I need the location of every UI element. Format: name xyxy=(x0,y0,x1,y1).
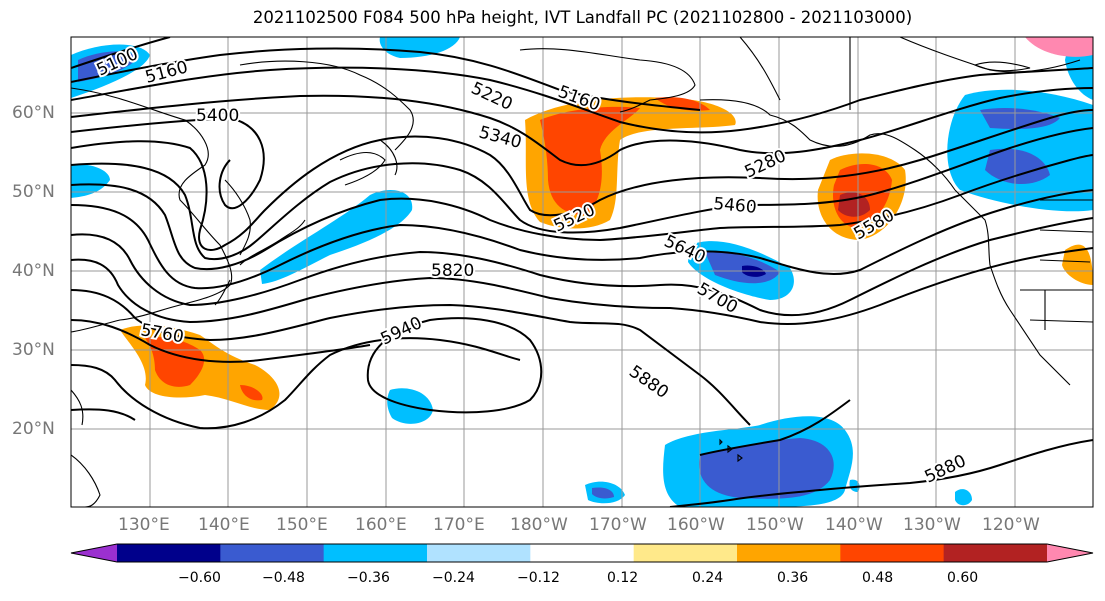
lat-label-30n: 30°N xyxy=(12,340,55,360)
lon-label: 170°W xyxy=(589,515,647,535)
colorbar-extend-max xyxy=(1047,544,1093,562)
colorbar-tick-label: 0.24 xyxy=(692,570,724,586)
lon-label: 130°E xyxy=(118,515,170,535)
colorbar xyxy=(70,543,1094,563)
colorbar-tick-label: 0.60 xyxy=(947,570,979,586)
colorbar-segment xyxy=(117,544,221,562)
colorbar-segment xyxy=(220,544,325,562)
colorbar-segment xyxy=(530,544,635,562)
lon-label: 120°W xyxy=(982,515,1040,535)
colorbar-tick-label: 0.12 xyxy=(607,570,639,586)
lon-label: 180°W xyxy=(510,515,568,535)
lat-label-20n: 20°N xyxy=(12,419,55,439)
lon-label: 130°W xyxy=(903,515,961,535)
colorbar-tick-label: −0.36 xyxy=(347,570,390,586)
colorbar-segment xyxy=(943,544,1048,562)
contour-label: 5820 xyxy=(431,261,474,281)
colorbar-segments xyxy=(117,544,1048,562)
lon-label: 170°E xyxy=(433,515,485,535)
map-title: 2021102500 F084 500 hPa height, IVT Land… xyxy=(252,8,913,27)
lon-label: 140°W xyxy=(825,515,883,535)
colorbar-segment xyxy=(633,544,738,562)
graticule xyxy=(71,37,1093,507)
lat-label-40n: 40°N xyxy=(12,261,55,281)
colorbar-tick-label: −0.12 xyxy=(517,570,560,586)
colorbar-tick-label: −0.48 xyxy=(262,570,305,586)
colorbar-extend-min xyxy=(71,544,117,562)
colorbar-segment xyxy=(737,544,841,562)
map-frame xyxy=(70,36,1094,508)
height-contours xyxy=(71,37,1093,507)
lon-label: 150°W xyxy=(746,515,804,535)
colorbar-segment xyxy=(323,544,428,562)
colorbar-segment xyxy=(840,544,945,562)
colorbar-tick-label: 0.36 xyxy=(777,570,809,586)
colorbar-tick-label: −0.24 xyxy=(432,570,475,586)
lon-label: 160°E xyxy=(355,515,407,535)
colorbar-outline xyxy=(70,543,1094,563)
lat-label-60n: 60°N xyxy=(12,103,55,123)
colorbar-segment xyxy=(427,544,531,562)
colorbar-tick-label: −0.60 xyxy=(178,570,221,586)
contour-label: 5460 xyxy=(713,194,758,218)
lat-label-50n: 50°N xyxy=(12,182,55,202)
contour-label: 5400 xyxy=(196,106,239,126)
lon-label: 160°W xyxy=(667,515,725,535)
colorbar-tick-label: 0.48 xyxy=(862,570,894,586)
lon-label: 140°E xyxy=(198,515,250,535)
lon-label: 150°E xyxy=(276,515,328,535)
